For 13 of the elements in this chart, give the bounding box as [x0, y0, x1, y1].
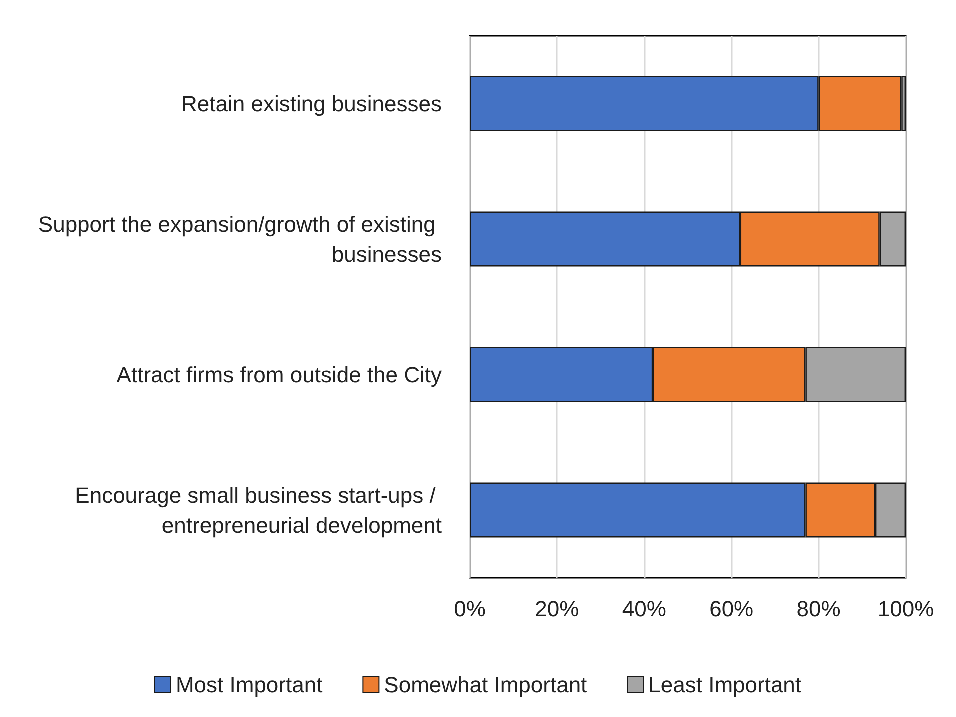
x-tick-label: 40% [622, 596, 666, 622]
legend-label: Least Important [648, 672, 802, 698]
y-tick-label: Support the expansion/growth of existing businesses [38, 212, 442, 267]
x-tick-label: 100% [878, 596, 934, 622]
x-tick-label: 0% [454, 596, 486, 622]
x-tick-label: 20% [535, 596, 580, 622]
x-tick-label: 60% [710, 596, 754, 622]
x-tick-label: 80% [796, 596, 841, 622]
y-tick-label: Attract firms from outside the City [116, 362, 442, 388]
y-tick-label: Retain existing businesses [182, 91, 442, 116]
legend-label: Somewhat Important [384, 672, 588, 698]
legend-label: Most Important [176, 672, 323, 698]
y-tick-label: Encourage small business start-ups / entrepreneurial development [75, 482, 442, 538]
